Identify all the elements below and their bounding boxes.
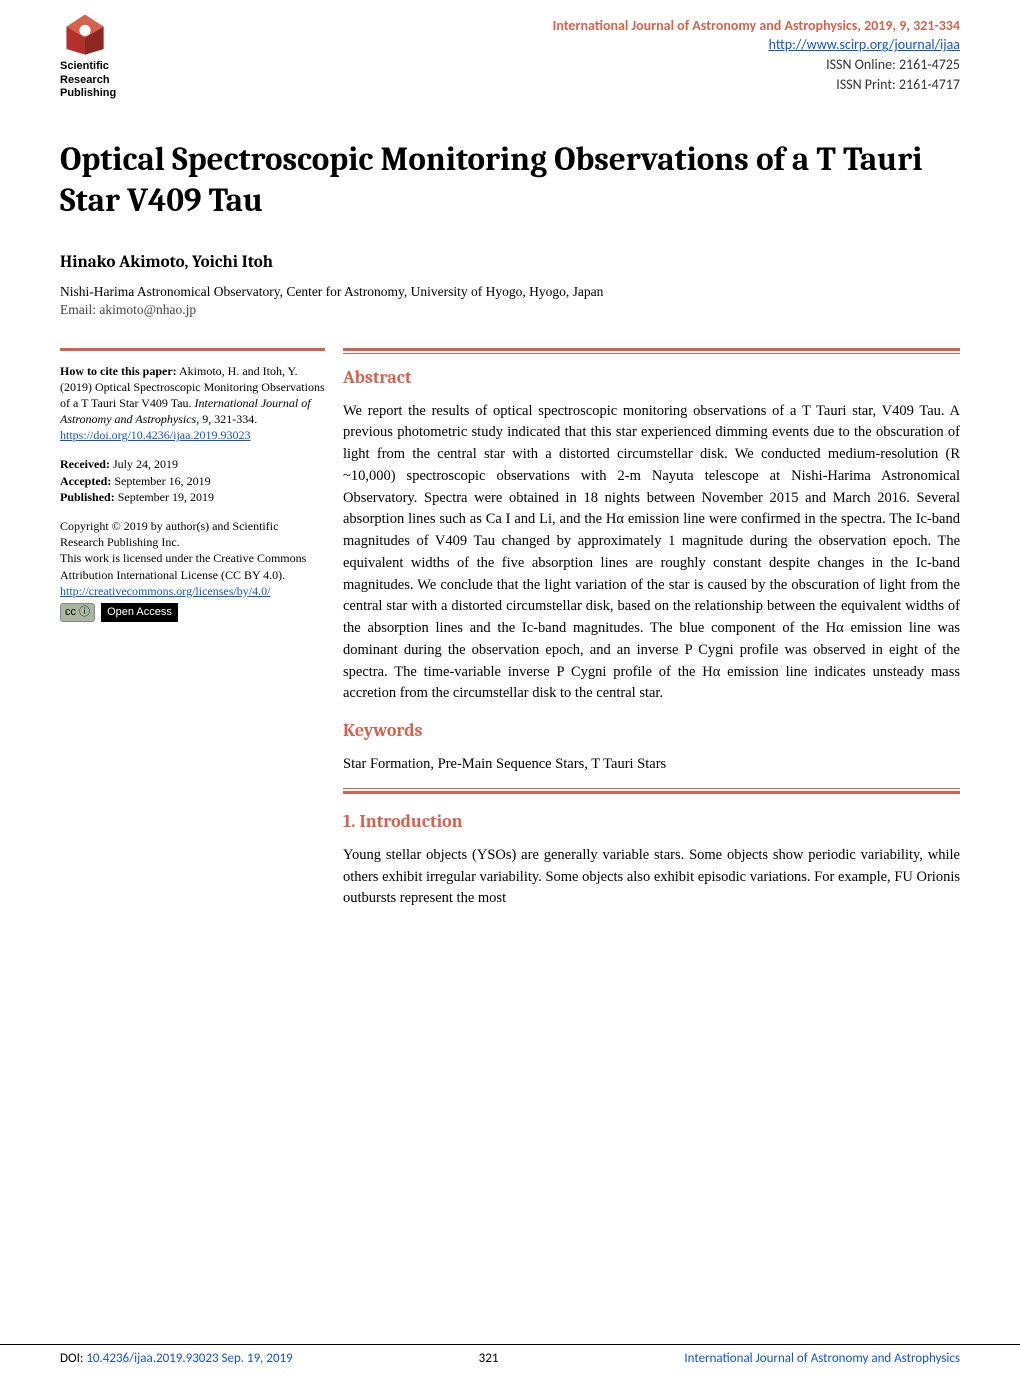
cc-url-link[interactable]: http://creativecommons.org/licenses/by/4… bbox=[60, 584, 270, 598]
intro-body: Young stellar objects (YSOs) are general… bbox=[343, 845, 960, 910]
content-row: How to cite this paper: Akimoto, H. and … bbox=[0, 336, 1020, 923]
keywords-heading: Keywords bbox=[343, 717, 960, 744]
cc-by-icon: cc ⓘ bbox=[60, 603, 95, 622]
received-label: Received: bbox=[60, 457, 110, 471]
affiliation: Nishi-Harima Astronomical Observatory, C… bbox=[0, 280, 1020, 300]
logo-line-2: Research bbox=[60, 74, 116, 87]
accepted-val: September 16, 2019 bbox=[111, 474, 210, 488]
logo-line-3: Publishing bbox=[60, 87, 116, 100]
copyright-block: Copyright © 2019 by author(s) and Scient… bbox=[60, 518, 325, 622]
page-footer: DOI: 10.4236/ijaa.2019.93023 Sep. 19, 20… bbox=[0, 1344, 1020, 1366]
sidebar: How to cite this paper: Akimoto, H. and … bbox=[60, 348, 325, 923]
divider-after-keywords bbox=[343, 788, 960, 794]
keywords-body: Star Formation, Pre-Main Sequence Stars,… bbox=[343, 754, 960, 776]
footer-doi-link[interactable]: 10.4236/ijaa.2019.93023 bbox=[86, 1351, 218, 1366]
howto-label: How to cite this paper: bbox=[60, 364, 177, 378]
issn-print: ISSN Print: 2161-4717 bbox=[150, 75, 960, 95]
published-val: September 19, 2019 bbox=[115, 490, 214, 504]
abstract-heading: Abstract bbox=[343, 364, 960, 391]
footer-journal-name: International Journal of Astronomy and A… bbox=[684, 1351, 960, 1366]
header-banner: Scientific Research Publishing Internati… bbox=[0, 0, 1020, 110]
logo-line-1: Scientific bbox=[60, 60, 116, 73]
publisher-logo: Scientific Research Publishing bbox=[60, 10, 150, 100]
journal-info-block: International Journal of Astronomy and A… bbox=[150, 16, 960, 94]
footer-page-number: 321 bbox=[479, 1351, 499, 1366]
accepted-label: Accepted: bbox=[60, 474, 111, 488]
main-column: Abstract We report the results of optica… bbox=[343, 348, 960, 923]
dates-block: Received: July 24, 2019 Accepted: Septem… bbox=[60, 456, 325, 505]
cc-badge-row: cc ⓘ Open Access bbox=[60, 603, 325, 622]
open-access-badge: Open Access bbox=[101, 603, 178, 622]
publisher-name: Scientific Research Publishing bbox=[60, 60, 116, 100]
journal-url-link[interactable]: http://www.scirp.org/journal/ijaa bbox=[769, 36, 960, 53]
paper-title: Optical Spectroscopic Monitoring Observa… bbox=[0, 110, 1020, 233]
published-label: Published: bbox=[60, 490, 115, 504]
intro-heading: 1. Introduction bbox=[343, 808, 960, 835]
issn-online: ISSN Online: 2161-4725 bbox=[150, 55, 960, 75]
howto-tail: , 9, 321-334. bbox=[196, 412, 257, 426]
scirp-logo-icon bbox=[60, 10, 110, 56]
copyright-text: Copyright © 2019 by author(s) and Scient… bbox=[60, 519, 278, 549]
abstract-body: We report the results of optical spectro… bbox=[343, 401, 960, 706]
howto-cite-block: How to cite this paper: Akimoto, H. and … bbox=[60, 363, 325, 444]
received-val: July 24, 2019 bbox=[110, 457, 178, 471]
footer-doi: DOI: 10.4236/ijaa.2019.93023 Sep. 19, 20… bbox=[60, 1351, 293, 1366]
author-list: Hinako Akimoto, Yoichi Itoh bbox=[0, 233, 1020, 280]
journal-title: International Journal of Astronomy and A… bbox=[150, 16, 960, 36]
doi-link[interactable]: https://doi.org/10.4236/ijaa.2019.93023 bbox=[60, 428, 250, 442]
footer-date: Sep. 19, 2019 bbox=[219, 1351, 293, 1366]
license-text: This work is licensed under the Creative… bbox=[60, 551, 306, 581]
footer-doi-label: DOI: bbox=[60, 1351, 86, 1366]
sidebar-rule-thick bbox=[60, 348, 325, 351]
main-rule-top-thick bbox=[343, 348, 960, 351]
corresponding-email: Email: akimoto@nhao.jp bbox=[0, 300, 1020, 336]
